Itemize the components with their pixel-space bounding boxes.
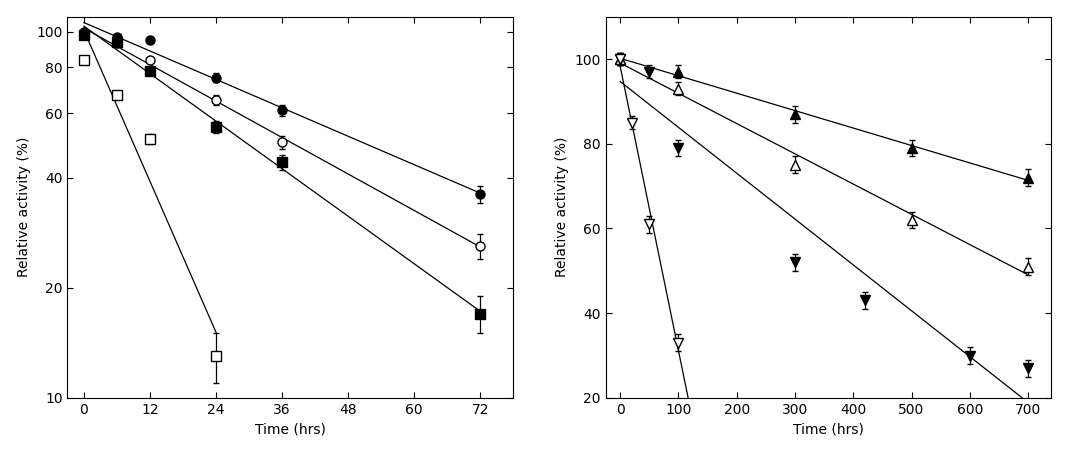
- X-axis label: Time (hrs): Time (hrs): [255, 422, 326, 436]
- Y-axis label: Relative activity (%): Relative activity (%): [17, 137, 31, 278]
- X-axis label: Time (hrs): Time (hrs): [794, 422, 864, 436]
- Y-axis label: Relative activity (%): Relative activity (%): [555, 137, 569, 278]
